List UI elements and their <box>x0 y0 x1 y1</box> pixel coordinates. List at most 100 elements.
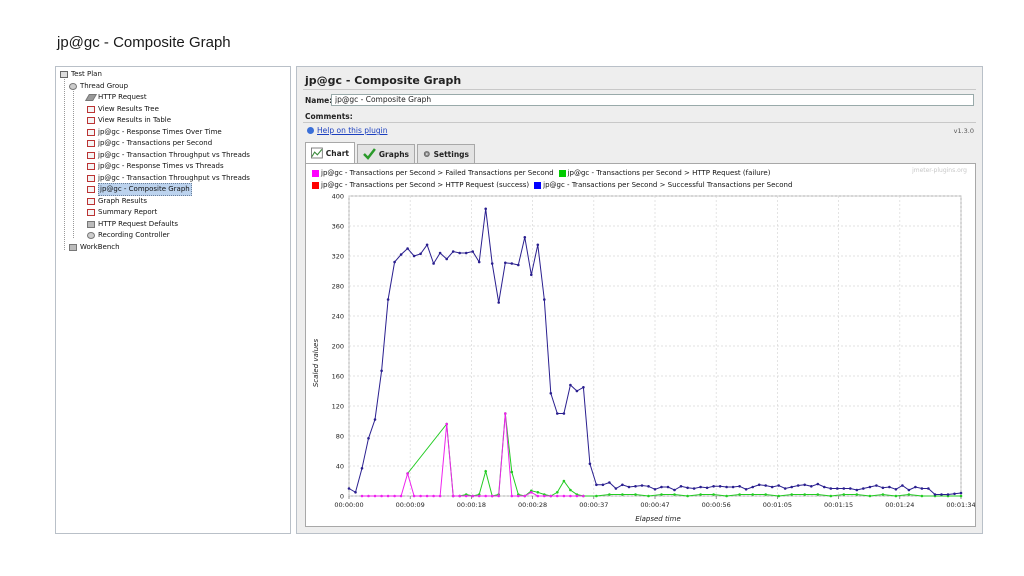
data-point <box>829 494 833 498</box>
data-point <box>569 383 572 387</box>
tree-item[interactable]: jp@gc - Transaction Throughput vs Thread… <box>87 173 250 184</box>
tree-item-label: HTTP Request <box>98 93 147 101</box>
data-point <box>425 243 429 247</box>
gear-icon <box>87 232 95 239</box>
test-plan-tree: Test Plan Thread Group HTTP Request View Re… <box>55 66 291 534</box>
tree-item[interactable]: jp@gc - Response Times Over Time <box>87 127 222 138</box>
data-point <box>536 494 540 498</box>
tree-item-label: jp@gc - Composite Graph <box>98 183 192 196</box>
data-point <box>920 494 924 498</box>
data-point <box>484 470 487 473</box>
tree-item[interactable]: jp@gc - Transactions per Second <box>87 138 212 149</box>
tree-item[interactable]: Thread Group <box>69 81 128 92</box>
y-tick-label: 400 <box>332 193 344 201</box>
tree-item[interactable]: WorkBench <box>69 242 120 253</box>
legend-swatch <box>312 169 319 177</box>
slide-title: jp@gc - Composite Graph <box>57 34 231 51</box>
chart-icon <box>311 147 323 159</box>
y-tick-label: 160 <box>332 373 344 381</box>
tree-item[interactable]: Summary Report <box>87 207 157 218</box>
data-point <box>686 494 689 498</box>
tree-item[interactable]: jp@gc - Transaction Throughput vs Thread… <box>87 150 250 161</box>
tab-settings[interactable]: Settings <box>417 144 475 163</box>
data-point <box>354 491 357 494</box>
data-point <box>790 485 793 489</box>
data-point <box>386 298 390 301</box>
data-point <box>836 487 839 490</box>
tab-chart[interactable]: Chart <box>305 142 355 163</box>
help-link-label: Help on this plugin <box>317 126 388 135</box>
tree-item-label: Summary Report <box>98 208 158 216</box>
data-point <box>575 389 579 393</box>
composite-chart: 0 40 80 120 160 200 240 280 320 360 400 00:00:00 00:… <box>312 193 975 524</box>
data-point <box>842 487 846 490</box>
listener-icon <box>87 174 95 182</box>
data-point <box>751 485 754 489</box>
data-point <box>549 392 553 395</box>
data-point <box>445 257 448 261</box>
data-point <box>464 494 468 498</box>
tab-graphs[interactable]: Graphs <box>357 144 415 163</box>
x-tick-label: 00:01:15 <box>824 501 853 509</box>
data-point <box>640 484 644 487</box>
data-point <box>556 494 559 498</box>
data-point <box>927 487 930 490</box>
beaker-icon <box>60 71 68 78</box>
data-point <box>497 494 500 498</box>
tree-item-label: View Results Tree <box>98 104 159 113</box>
x-tick-label: 00:01:34 <box>946 501 975 509</box>
x-tick-label: 00:00:00 <box>334 501 363 509</box>
y-tick-label: 0 <box>340 493 344 501</box>
data-point <box>360 467 364 470</box>
data-point <box>953 492 956 496</box>
legend-label: jp@gc - Transactions per Second > Succes… <box>543 181 793 189</box>
data-point <box>614 487 618 490</box>
tree-item[interactable]: View Results in Table <box>87 115 171 126</box>
version-label: v1.3.0 <box>953 127 974 135</box>
data-point <box>445 422 448 426</box>
data-point <box>536 243 540 247</box>
y-tick-label: 320 <box>332 253 344 261</box>
tree-item[interactable]: Graph Results <box>87 196 147 207</box>
tree-item[interactable]: View Results Tree <box>87 104 159 115</box>
data-point <box>907 488 911 492</box>
data-point <box>412 494 416 498</box>
listener-icon <box>87 117 95 124</box>
data-point <box>477 260 481 264</box>
help-link[interactable]: Help on this plugin <box>307 126 387 135</box>
data-point <box>764 493 767 496</box>
name-input[interactable] <box>331 94 974 106</box>
data-point <box>588 462 592 466</box>
tree-item[interactable]: HTTP Request Defaults <box>87 219 178 230</box>
data-point <box>543 494 546 498</box>
pen-icon <box>84 94 98 101</box>
data-point <box>634 485 637 488</box>
x-tick-label: 00:01:05 <box>763 501 792 509</box>
legend-item: jp@gc - Transactions per Second > Succes… <box>534 181 792 189</box>
data-point <box>842 493 846 496</box>
data-point <box>556 412 559 415</box>
data-point <box>608 493 611 496</box>
data-point <box>582 386 585 389</box>
tree-item[interactable]: HTTP Request <box>84 92 147 103</box>
data-point <box>451 494 455 498</box>
data-point <box>868 494 872 498</box>
tree-item[interactable]: Test Plan <box>60 69 102 80</box>
data-point <box>406 472 409 475</box>
legend-label: jp@gc - Transactions per Second > Failed… <box>321 169 554 177</box>
listener-icon <box>87 128 95 136</box>
y-tick-label: 280 <box>332 283 344 291</box>
name-label: Name: <box>305 96 333 105</box>
data-point <box>582 494 585 498</box>
data-point <box>425 494 429 498</box>
chart-area: jmeter-plugins.org jp@gc - Transactions … <box>305 163 976 527</box>
info-icon <box>307 127 314 134</box>
tree-item[interactable]: jp@gc - Response Times vs Threads <box>87 161 224 172</box>
data-point <box>738 493 741 496</box>
tree-item[interactable]: jp@gc - Composite Graph <box>87 183 192 196</box>
data-point <box>504 412 507 415</box>
tree-item[interactable]: Recording Controller <box>87 230 170 241</box>
data-point <box>373 494 377 498</box>
data-point <box>510 494 514 498</box>
tree-item-label: Thread Group <box>80 81 129 90</box>
